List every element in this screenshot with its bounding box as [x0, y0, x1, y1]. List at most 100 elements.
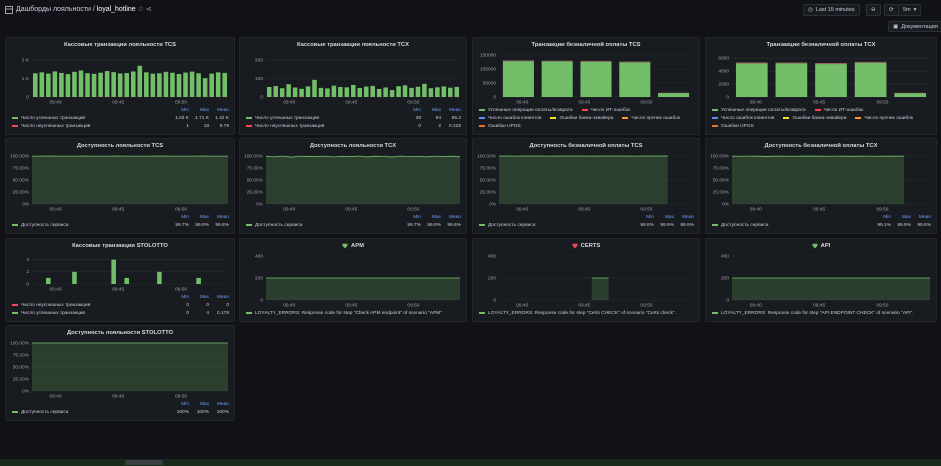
- panel: API LOYALTY_ERRORS: Response code for ste…: [705, 238, 937, 322]
- panel-title: Доступность лояльности TCS: [6, 139, 234, 153]
- legend-swatch: [814, 109, 821, 111]
- docs-label: Документация: [901, 23, 938, 30]
- chart: 400 200 0 09:40 09:45 09:50: [721, 253, 930, 308]
- bar-segment: [502, 61, 534, 97]
- share-icon[interactable]: ⋖: [145, 6, 152, 13]
- panel-title: Кассовые транзакции лояльности TCX: [240, 38, 466, 52]
- legend-stat-head: Min: [181, 214, 189, 220]
- clock-icon: ◷: [808, 7, 813, 13]
- y-tick-label: 4000: [718, 68, 729, 74]
- x-tick-label: 09:50: [640, 206, 652, 212]
- bar: [98, 72, 103, 97]
- legend-stat: 99.9%: [680, 222, 694, 228]
- y-tick-label: 0: [726, 297, 729, 303]
- bar: [344, 87, 350, 97]
- legend-stat: 55.2: [451, 115, 461, 121]
- legend-swatch: [550, 117, 557, 119]
- y-tick-label: 0: [260, 94, 263, 100]
- bar: [422, 83, 427, 97]
- legend-row: Доступность сервиса 99.1% 99.9% 99.6%: [712, 221, 931, 229]
- x-tick-label: 09:40: [50, 206, 62, 212]
- bar: [196, 73, 201, 97]
- legend-row: Число неуспешных транзакций 0 2 0.229: [246, 122, 461, 130]
- y-tick-label: 200: [255, 58, 263, 64]
- legend-stat: 99.6%: [917, 222, 931, 228]
- bar: [318, 87, 324, 97]
- panel-title: Кассовые транзакции лояльности TCS: [6, 38, 234, 52]
- legend-stat-head: Max: [901, 214, 911, 220]
- refresh-interval[interactable]: 5m ▾: [898, 4, 922, 16]
- bar: [222, 72, 228, 97]
- time-picker[interactable]: ◷ Last 15 minutes: [803, 4, 860, 16]
- bar-segment: [775, 63, 808, 97]
- app-icon: [5, 6, 13, 14]
- legend-stat: 0: [206, 302, 209, 308]
- legend: LOYALTY_ERRORS: Response code for step "…: [479, 309, 694, 317]
- docs-button[interactable]: ▣ Документация: [888, 21, 941, 32]
- bar: [396, 86, 401, 97]
- legend-stat: 18: [203, 123, 209, 129]
- bar: [266, 86, 272, 97]
- y-tick-label: 25.00%: [13, 376, 30, 382]
- legend: Min Max Mean Число успешных транзакций 38 94 5…: [246, 106, 461, 130]
- panel-title: Доступность безналичной оплаты TCS: [473, 139, 699, 153]
- legend-stat: 0: [418, 123, 421, 129]
- x-tick-label: 09:45: [345, 302, 357, 308]
- star-icon[interactable]: ☆: [137, 6, 144, 13]
- legend-stat-head: Mean: [919, 214, 931, 220]
- status-icon: [572, 243, 578, 249]
- y-tick-label: 100.00%: [244, 153, 264, 159]
- legend-swatch: [712, 109, 718, 111]
- scrollbar-thumb[interactable]: [125, 460, 163, 465]
- bar-segment: [735, 63, 768, 97]
- legend-item: Успешные операции оплаты/возврата: [712, 106, 806, 114]
- legend-name: Число ошибок клиентов: [721, 115, 775, 121]
- x-tick-label: 09:50: [175, 99, 187, 105]
- heart: [572, 243, 578, 249]
- area: [591, 278, 609, 300]
- panel-title-text: Кассовые транзакции лояльности TCX: [296, 42, 409, 48]
- legend-stat-head: Mean: [449, 107, 461, 113]
- legend-items: LOYALTY_ERRORS: Response code for step "…: [479, 309, 694, 317]
- legend-row: Доступность сервиса 99.7% 99.9% 99.6%: [246, 221, 461, 229]
- heart: [342, 243, 348, 249]
- legend-swatch: [479, 312, 485, 314]
- refresh[interactable]: ⟳: [884, 4, 899, 16]
- breadcrumb-parent[interactable]: Дашборды лояльности: [16, 6, 91, 13]
- y-tick-label: 100: [255, 76, 263, 82]
- bar-segment: [894, 93, 927, 97]
- legend-header: Min Max Mean: [246, 106, 461, 114]
- legend-name: Число ошибок клиентов: [488, 115, 542, 121]
- panel-title: Доступность лояльности STOLOTTO: [6, 326, 234, 340]
- y-tick-label: 75.00%: [13, 352, 30, 358]
- legend-item: Ошибки UPOS: [712, 122, 754, 130]
- panel-title: APM: [240, 239, 466, 253]
- area: [32, 156, 228, 204]
- breadcrumb-title[interactable]: loyal_hotline: [96, 6, 136, 13]
- legend: LOYALTY_ERRORS: Response code for step "…: [246, 309, 461, 317]
- status-icon: [812, 243, 818, 249]
- panel: Транзакции безналичной оплаты TCX Успешны…: [705, 37, 937, 135]
- x-tick-label: 09:50: [175, 286, 187, 292]
- legend-name: Ошибки банка-эквайера: [792, 115, 847, 121]
- legend-swatch: [712, 117, 718, 119]
- legend-stat: 0.229: [448, 123, 461, 129]
- legend-swatch: [783, 117, 790, 119]
- y-tick-label: 0%: [489, 201, 497, 207]
- bar: [78, 70, 84, 97]
- y-tick-label: 50.00%: [247, 177, 264, 183]
- panel-title: Доступность безналичной оплаты TCX: [706, 139, 936, 153]
- panel-title-text: Транзакции безналичной оплаты TCS: [531, 42, 641, 48]
- panel-title-text: Доступность лояльности STOLOTTO: [66, 330, 174, 336]
- status-icon: [342, 243, 348, 249]
- y-tick-label: 100.00%: [477, 153, 497, 159]
- legend-name: Ошибки UPOS: [488, 123, 521, 129]
- bar: [312, 79, 317, 97]
- legend-swatch: [479, 117, 485, 119]
- zoom-out[interactable]: ⊖: [866, 4, 881, 16]
- bar: [170, 72, 175, 97]
- x-tick-label: 09:45: [578, 206, 590, 212]
- bar: [435, 87, 440, 97]
- bar: [137, 65, 143, 97]
- legend-swatch: [479, 109, 485, 111]
